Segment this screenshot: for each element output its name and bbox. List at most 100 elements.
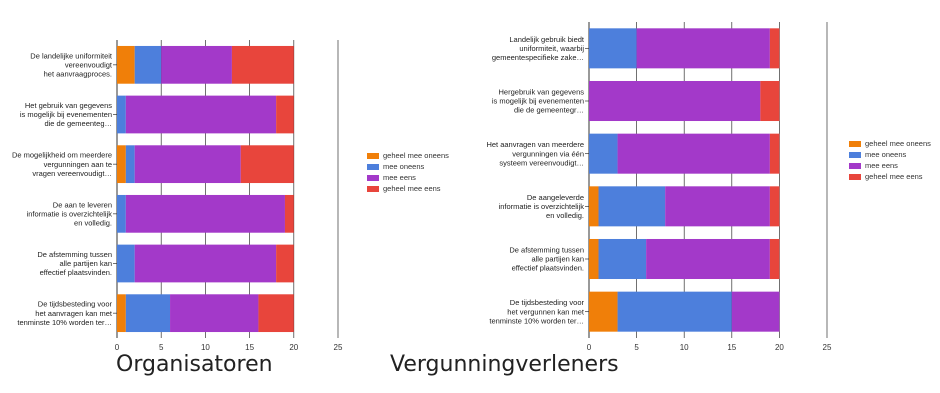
category-label: De mogelijkheid om meerdere [12,151,112,160]
x-tick-label: 20 [775,343,784,352]
category-label: het vergunnen kan met [507,307,585,316]
category-label: De aangeleverde [527,193,584,202]
legend-swatch [849,152,861,159]
legend-label: mee oneens [383,162,425,171]
legend-swatch [367,164,379,171]
chart-organisatoren: 0 5 10 15 20 25 De landelijke uniformiteit vere… [0,0,470,388]
caption-organisatoren: Organisatoren [116,352,273,377]
category-label: Het gebruik van gegevens [25,101,112,110]
bar-segment [731,291,780,332]
legend-item: mee oneens [367,161,449,172]
x-tick-label: 15 [727,343,736,352]
chart-vergunningverleners: 0 5 10 15 20 25 Landelijk gebruik biedt uniform… [470,0,940,388]
bar-segment [125,95,277,134]
legend-label: mee eens [383,173,416,182]
legend-swatch [849,163,861,170]
category-label: vragen vereenvoudigt… [32,169,112,178]
category-label: alle partijen kan [59,259,112,268]
bar-segment [134,244,277,283]
legend-swatch [849,141,861,148]
category-label: die de gemeenteg… [44,119,112,128]
bar-segment [276,244,294,283]
category-label: effectief plaatsvinden. [40,268,112,277]
bar-segment [134,45,162,84]
bar-segment [117,45,135,84]
legend-item: geheel mee eens [367,183,449,194]
bar-segment [760,80,780,122]
category-label: die de gemeentegr… [514,106,584,115]
bar-segment [117,294,126,333]
bar-segment [589,238,599,280]
legend-swatch [367,175,379,182]
category-label: uniformiteit, waarbij [519,44,584,53]
bar-segment [240,145,294,184]
x-tick-label: 0 [115,343,120,352]
bar-segment [134,145,241,184]
bar-segment [589,28,637,69]
bar-segment [589,80,761,122]
category-label: vereenvoudigt [65,60,113,69]
bar-segment [117,145,126,184]
category-label: effectief plaatsvinden. [512,264,584,273]
category-label: het aanvraagproces. [44,70,112,79]
legend-item: geheel mee oneens [367,150,449,161]
bar-segment [769,28,780,69]
x-tick-label: 5 [159,343,164,352]
category-label: Landelijk gebruik biedt [509,35,585,44]
bar-segment [598,238,647,280]
bar-segment [646,238,770,280]
x-tick-label: 10 [680,343,689,352]
legend-item: geheel mee eens [849,171,931,182]
bar-segment [769,186,780,227]
category-label: informatie is overzichtelijk [27,209,113,218]
category-label: De landelijke uniformiteit [30,51,113,60]
bar-segment [589,291,618,332]
chart-organisatoren-svg: 0 5 10 15 20 25 De landelijke uniformiteitvere… [12,40,343,352]
category-label: alle partijen kan [531,255,584,264]
bar-segment [117,244,135,283]
x-tick-label: 0 [587,343,592,352]
category-label: informatie is overzichtelijk [499,202,585,211]
category-label: Hergebruik van gegevens [499,88,585,97]
bar-segment [170,294,259,333]
legend-item: geheel mee oneens [849,138,931,149]
category-label: De tijdsbesteding voor [510,298,585,307]
category-label: De afstemming tussen [37,250,112,259]
caption-vergunningverleners: Vergunningverleners [390,352,619,377]
x-tick-label: 15 [245,343,254,352]
bar-segment [589,133,618,174]
category-label: gemeentespecifieke zake… [492,53,584,62]
x-tick-label: 20 [289,343,298,352]
category-label: is mogelijk bij evenementen [492,97,584,106]
legend-organisatoren: geheel mee oneens mee oneens mee eens ge… [367,150,449,194]
category-label: en volledig. [546,211,584,220]
bar-segment [598,186,666,227]
bar-segment [231,45,294,84]
bar-segment [769,133,780,174]
category-label: het aanvragen kan met [35,309,113,318]
bar-segment [617,133,770,174]
legend-label: mee oneens [865,150,907,159]
legend-label: geheel mee oneens [383,151,449,160]
bar-segment [125,294,171,333]
legend-item: mee eens [367,172,449,183]
legend-label: geheel mee oneens [865,139,931,148]
legend-vergunningverleners: geheel mee oneens mee oneens mee eens ge… [849,138,931,182]
category-label: De afstemming tussen [509,246,584,255]
legend-label: geheel mee eens [865,172,923,181]
category-label: Het aanvragen van meerdere [486,140,584,149]
legend-swatch [367,153,379,160]
category-label: vergunningen via één [512,149,584,158]
category-label: en volledig. [74,219,112,228]
bar-segment [636,28,770,69]
x-tick-label: 5 [634,343,639,352]
legend-label: geheel mee eens [383,184,441,193]
bar-segment [617,291,732,332]
category-label: vergunningen aan te [44,160,112,169]
category-label: is mogelijk bij evenementen [20,110,112,119]
bar-segment [125,194,285,233]
legend-label: mee eens [865,161,898,170]
bar-segment [589,186,599,227]
bar-segment [284,194,294,233]
legend-swatch [849,174,861,181]
